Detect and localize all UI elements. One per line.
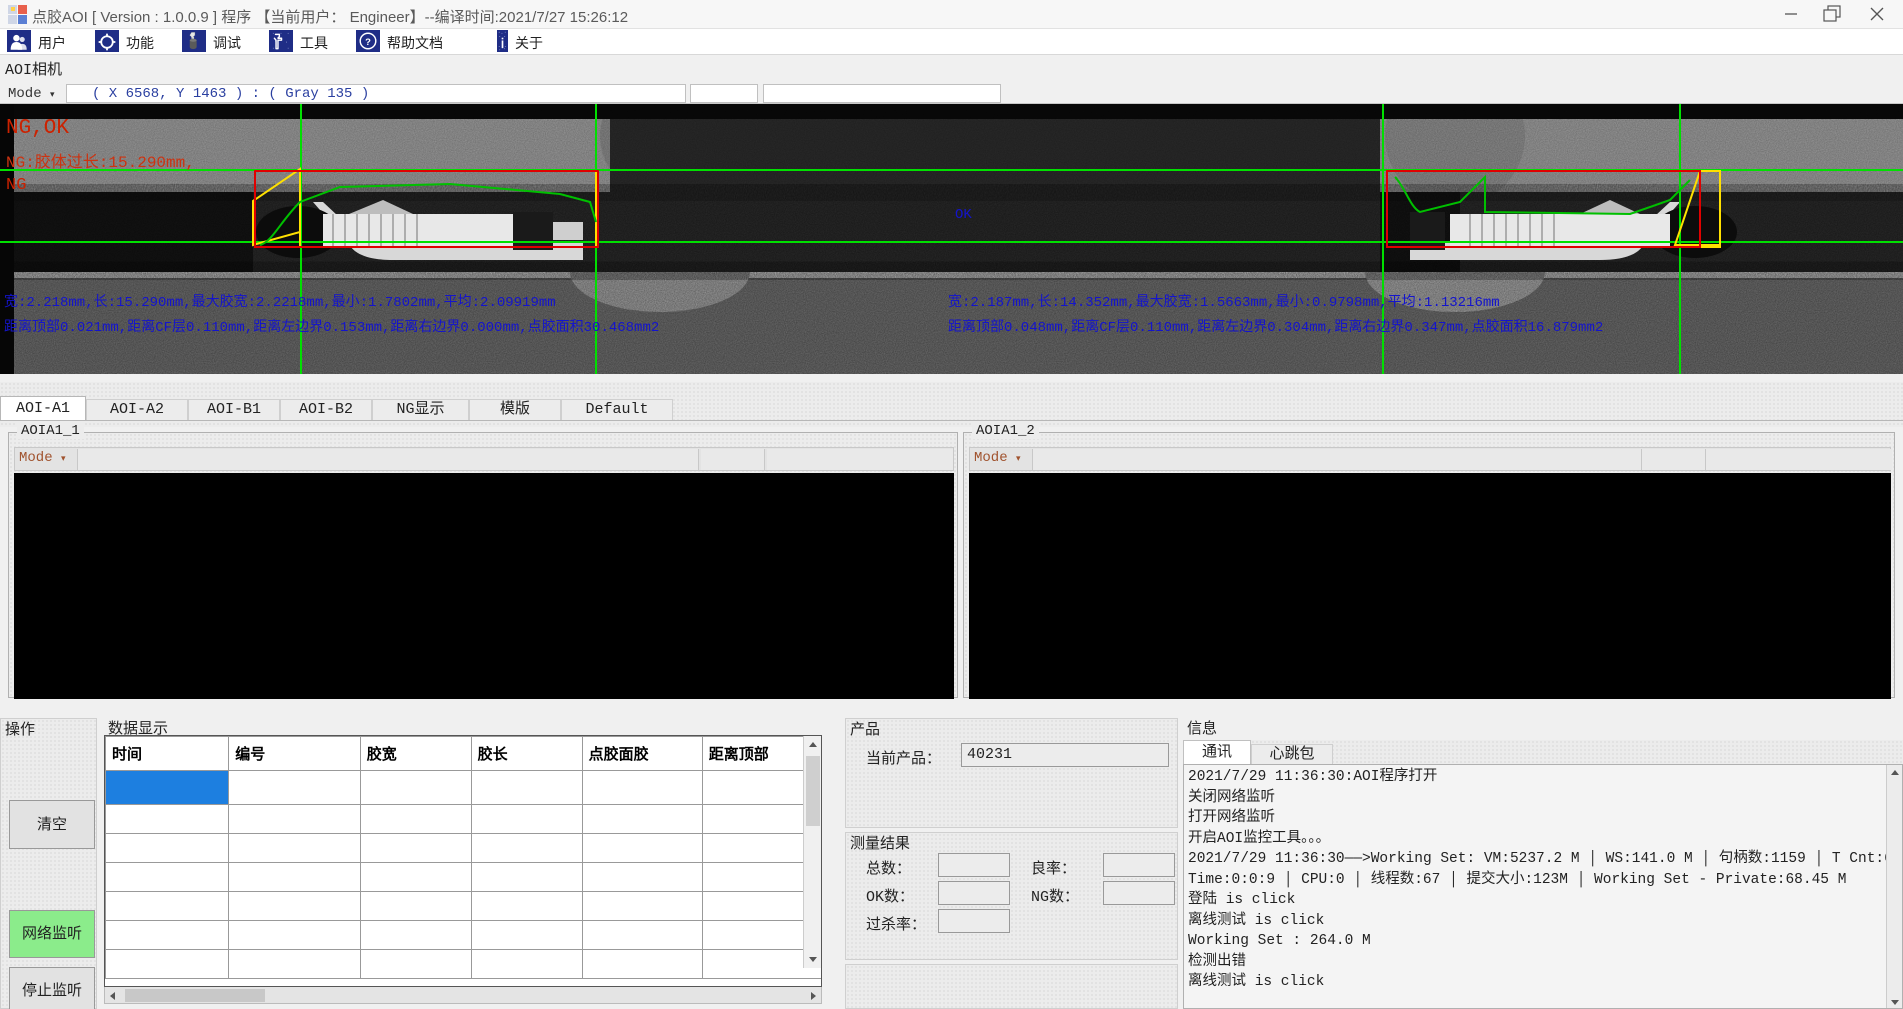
svg-text:?: ? (365, 37, 371, 48)
